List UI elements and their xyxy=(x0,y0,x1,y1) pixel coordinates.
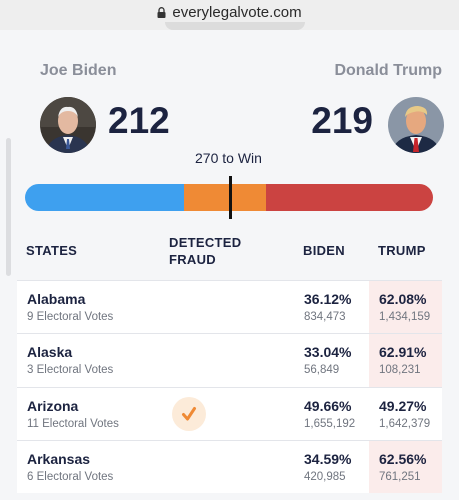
biden-percent: 34.59% xyxy=(304,450,352,467)
electoral-vote-count: 11 Electoral Votes xyxy=(27,417,119,430)
trump-percent: 62.91% xyxy=(379,344,427,361)
trump-winner-highlight xyxy=(369,440,442,494)
url-display[interactable]: everylegalvote.com xyxy=(0,4,459,21)
table-row[interactable]: Alaska 3 Electoral Votes 33.04% 56,849 6… xyxy=(17,333,442,387)
progress-segment-trump xyxy=(265,184,433,211)
trump-percent: 49.27% xyxy=(379,397,427,414)
trump-winner-highlight xyxy=(369,281,442,334)
biden-vote-count: 1,655,192 xyxy=(304,417,356,430)
electoral-vote-count: 3 Electoral Votes xyxy=(27,364,114,377)
trump-vote-count: 108,231 xyxy=(379,364,421,377)
biden-percent: 36.12% xyxy=(304,291,352,307)
avatar-trump xyxy=(388,97,444,153)
column-header-biden: BIDEN xyxy=(303,243,345,258)
electoral-progress-bar xyxy=(25,184,433,211)
checkmark-icon xyxy=(182,406,196,421)
biden-vote-count: 834,473 xyxy=(304,311,346,323)
url-bar-shadow xyxy=(165,22,305,30)
column-header-states: STATES xyxy=(26,243,78,258)
candidate-name-biden: Joe Biden xyxy=(40,62,117,79)
win-threshold-marker xyxy=(229,176,232,219)
table-row[interactable]: Alabama 9 Electoral Votes 36.12% 834,473… xyxy=(17,280,442,334)
trump-vote-count: 1,642,379 xyxy=(379,417,431,430)
scrollbar-thumb[interactable] xyxy=(6,138,11,276)
biden-percent: 49.66% xyxy=(304,397,352,414)
state-name: Alaska xyxy=(27,344,73,361)
biden-vote-count: 420,985 xyxy=(304,470,346,483)
trump-vote-count: 761,251 xyxy=(379,470,421,483)
avatar-biden xyxy=(40,97,96,153)
state-name: Alabama xyxy=(27,291,86,307)
electoral-vote-count: 6 Electoral Votes xyxy=(27,470,114,483)
browser-url-bar[interactable]: everylegalvote.com xyxy=(0,0,459,30)
electoral-votes-trump: 219 xyxy=(311,100,373,141)
url-text: everylegalvote.com xyxy=(172,4,302,21)
trump-portrait-icon xyxy=(388,97,444,153)
electoral-votes-biden: 212 xyxy=(108,100,170,141)
trump-winner-highlight xyxy=(369,334,442,387)
state-name: Arizona xyxy=(27,397,79,414)
table-row[interactable]: Arizona 11 Electoral Votes 49.66% 1,655,… xyxy=(17,386,442,440)
candidate-name-trump: Donald Trump xyxy=(334,62,442,79)
fraud-check-icon[interactable] xyxy=(172,396,206,431)
win-threshold-label: 270 to Win xyxy=(195,150,262,166)
table-row[interactable]: Arkansas 6 Electoral Votes 34.59% 420,98… xyxy=(17,439,442,494)
trump-percent: 62.56% xyxy=(379,450,427,467)
electoral-vote-count: 9 Electoral Votes xyxy=(27,311,114,323)
trump-percent: 62.08% xyxy=(379,291,427,307)
lock-icon xyxy=(157,7,166,18)
column-header-fraud: DETECTED FRAUD xyxy=(169,235,242,267)
column-header-trump: TRUMP xyxy=(378,243,426,258)
biden-portrait-icon xyxy=(40,97,96,153)
progress-segment-biden xyxy=(25,184,185,211)
state-name: Arkansas xyxy=(27,450,91,467)
progress-segment-fraud xyxy=(184,184,266,211)
trump-vote-count: 1,434,159 xyxy=(379,311,431,323)
state-results-table: Alabama 9 Electoral Votes 36.12% 834,473… xyxy=(17,280,442,494)
biden-percent: 33.04% xyxy=(304,344,352,361)
biden-vote-count: 56,849 xyxy=(304,364,340,377)
